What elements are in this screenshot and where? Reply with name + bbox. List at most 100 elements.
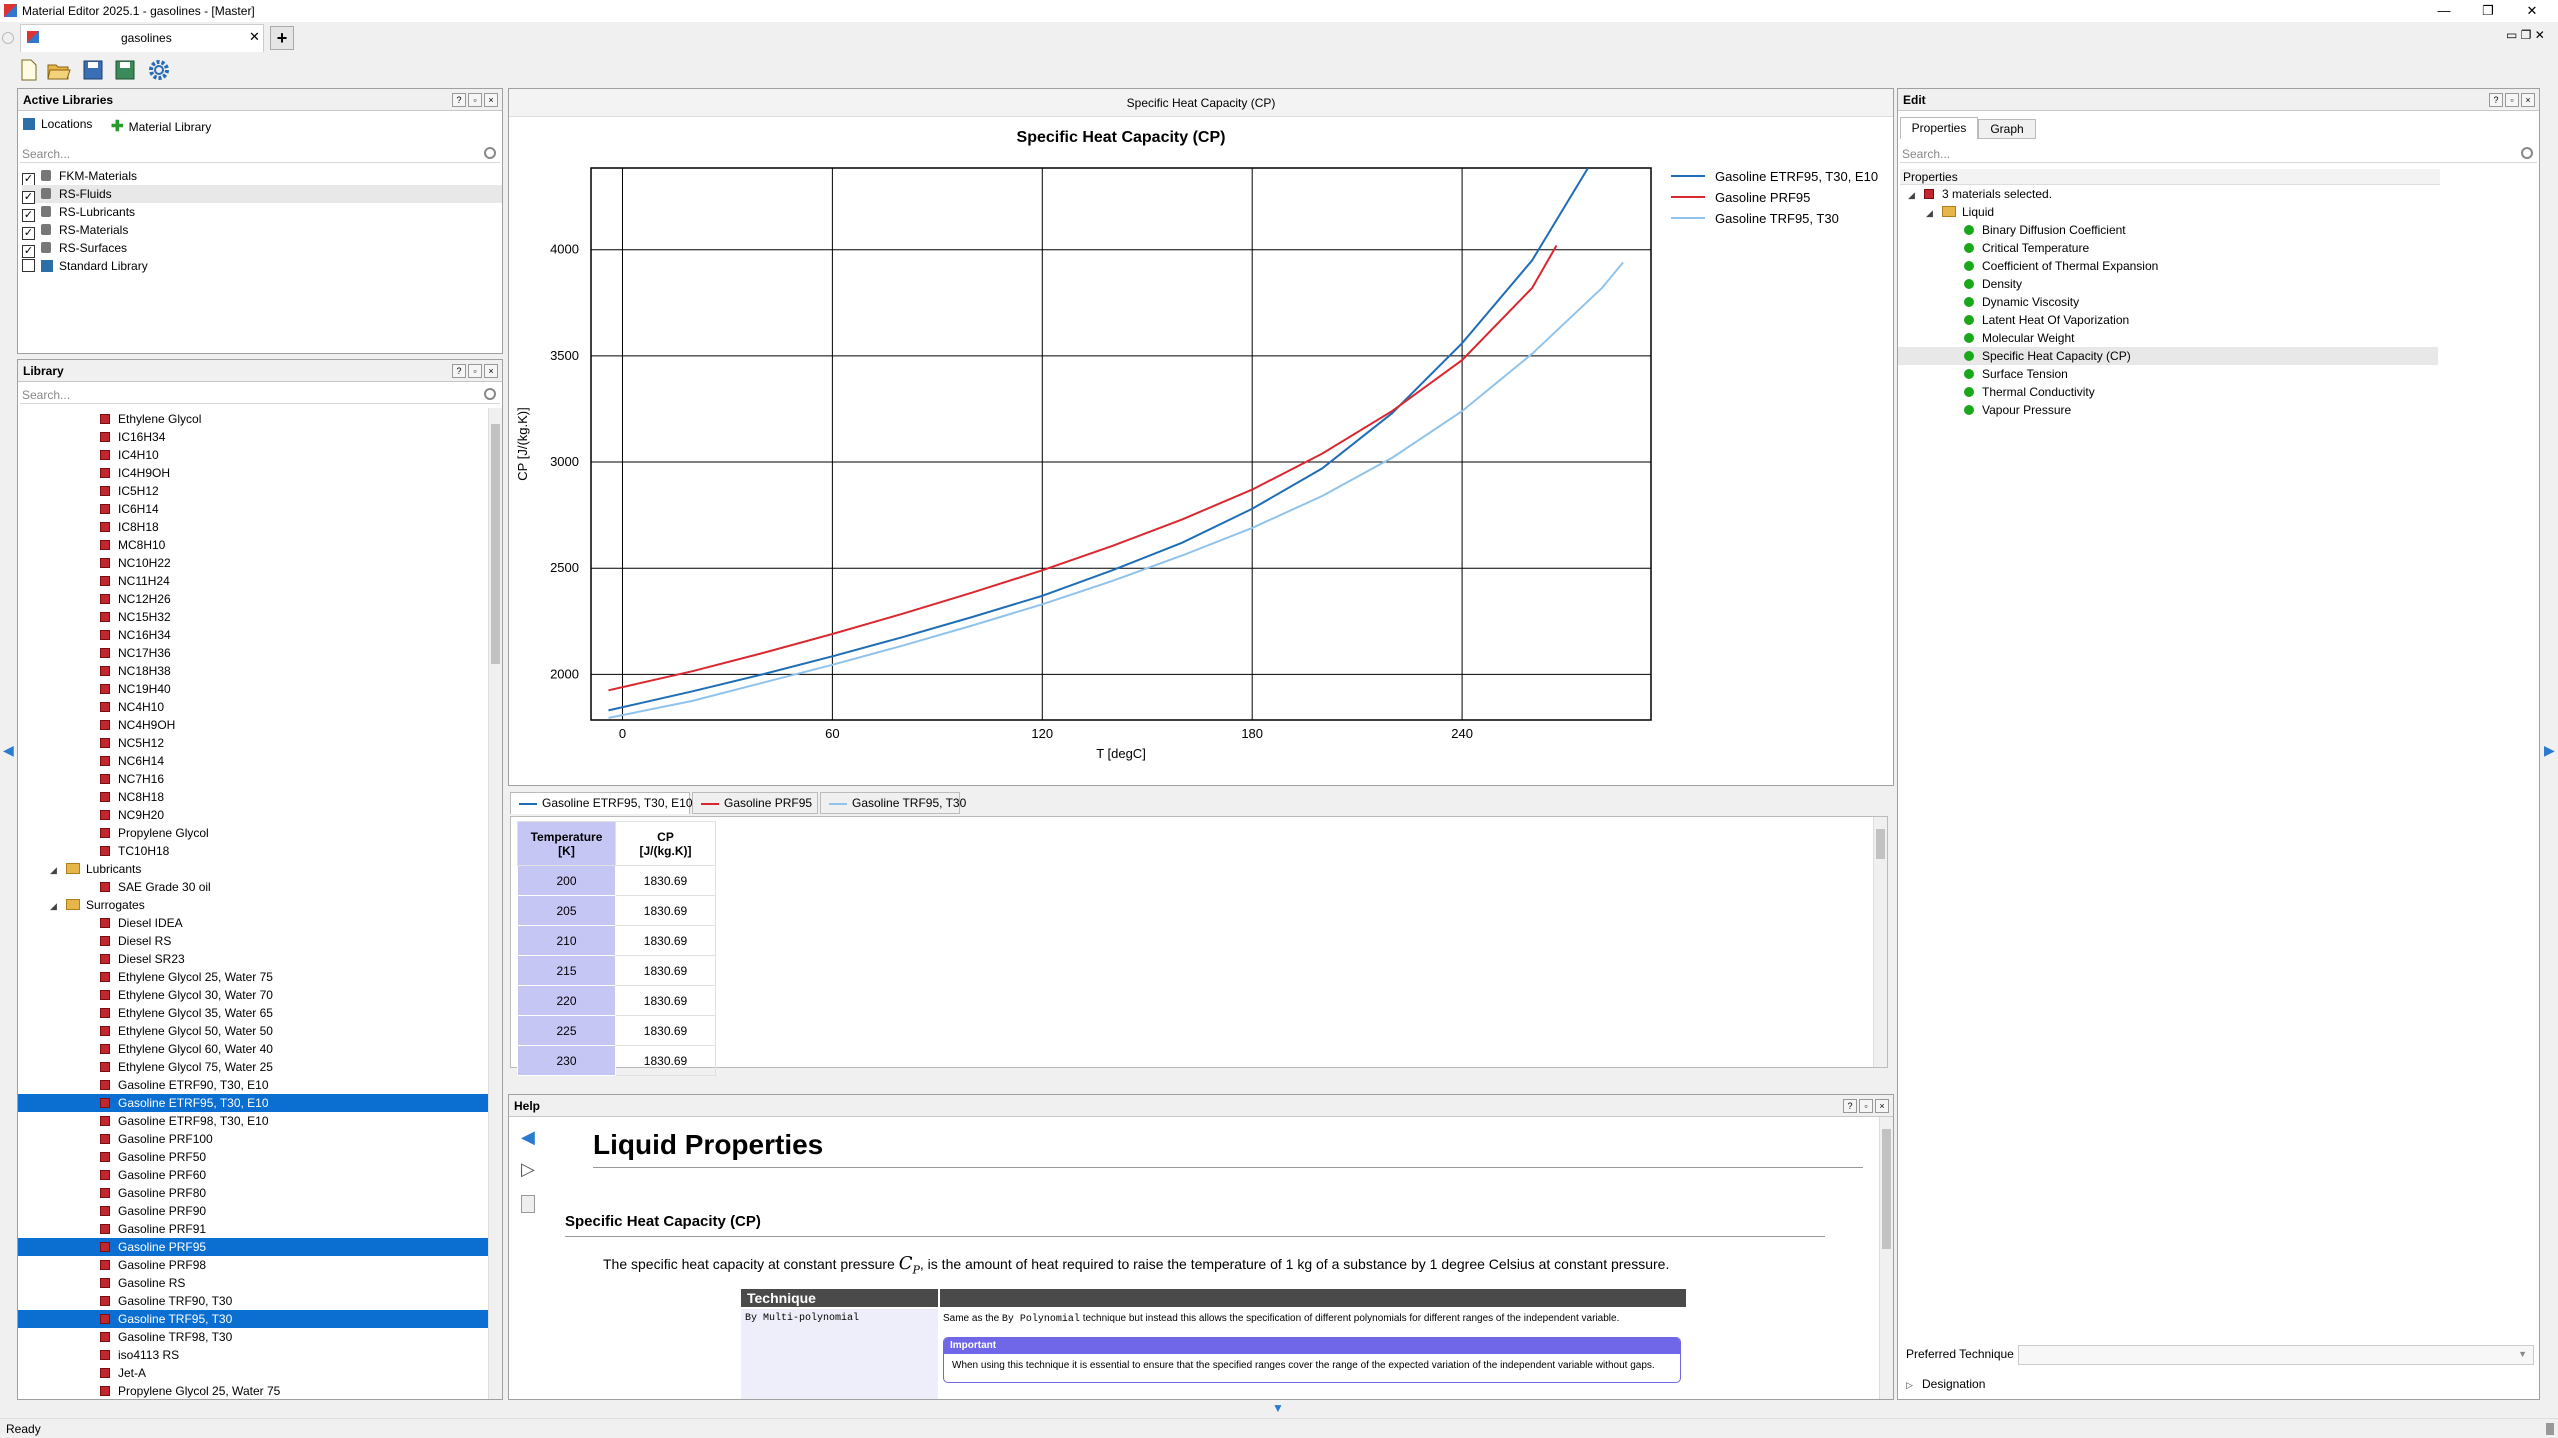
property-item[interactable]: Latent Heat Of Vaporization	[1898, 311, 2438, 329]
save-as-icon[interactable]	[112, 58, 138, 82]
library-item[interactable]: Gasoline PRF100	[18, 1130, 488, 1148]
property-item[interactable]: Critical Temperature	[1898, 239, 2438, 257]
library-item[interactable]: NC4H9OH	[18, 716, 488, 734]
library-checkbox[interactable]: ✓	[22, 227, 35, 240]
library-item[interactable]: NC12H26	[18, 590, 488, 608]
active-library-item[interactable]: ✓ RS-Materials	[22, 221, 502, 240]
library-item[interactable]: Gasoline ETRF95, T30, E10	[18, 1094, 488, 1112]
collapse-left-icon[interactable]: ◀	[3, 742, 14, 758]
table-row[interactable]: 205 1830.69	[517, 895, 716, 926]
close-icon[interactable]: ×	[2521, 93, 2535, 107]
temperature-cell[interactable]: 205	[517, 895, 616, 926]
library-item[interactable]: NC18H38	[18, 662, 488, 680]
minimize-button[interactable]: —	[2437, 3, 2451, 18]
library-item[interactable]: IC16H34	[18, 428, 488, 446]
temperature-cell[interactable]: 220	[517, 985, 616, 1016]
library-item[interactable]: Propylene Glycol	[18, 824, 488, 842]
collapse-icon[interactable]: ◢	[1908, 190, 1915, 200]
temperature-cell[interactable]: 200	[517, 865, 616, 896]
library-item[interactable]: NC4H10	[18, 698, 488, 716]
library-item[interactable]: Ethylene Glycol	[18, 410, 488, 428]
table-scrollbar[interactable]	[1873, 817, 1887, 1067]
close-icon[interactable]: ×	[484, 93, 498, 107]
series-line[interactable]	[608, 261, 1624, 719]
library-item[interactable]: NC8H18	[18, 788, 488, 806]
property-item[interactable]: Thermal Conductivity	[1898, 383, 2438, 401]
temperature-cell[interactable]: 230	[517, 1045, 616, 1076]
property-item[interactable]: Density	[1898, 275, 2438, 293]
window-controls-icon[interactable]: ▭ ❐ ✕	[2506, 28, 2545, 42]
help-icon[interactable]: ?	[452, 364, 466, 378]
active-library-item[interactable]: ✓ RS-Fluids	[22, 185, 502, 204]
library-item[interactable]: Ethylene Glycol 25, Water 75	[18, 968, 488, 986]
close-icon[interactable]: ×	[484, 364, 498, 378]
collapse-icon[interactable]: ◢	[50, 901, 57, 911]
library-item[interactable]: Diesel RS	[18, 932, 488, 950]
table-row[interactable]: 225 1830.69	[517, 1015, 716, 1046]
locations-button[interactable]: Locations	[23, 117, 92, 131]
library-checkbox[interactable]: ✓	[22, 245, 35, 258]
library-item[interactable]: NC10H22	[18, 554, 488, 572]
series-line[interactable]	[608, 168, 1589, 712]
document-tab[interactable]: gasolines ✕	[20, 24, 264, 52]
library-item[interactable]: Gasoline ETRF90, T30, E10	[18, 1076, 488, 1094]
cp-cell[interactable]: 1830.69	[615, 1015, 716, 1046]
library-item[interactable]: NC11H24	[18, 572, 488, 590]
library-item[interactable]: NC9H20	[18, 806, 488, 824]
data-tab[interactable]: Gasoline PRF95	[692, 792, 818, 814]
library-item[interactable]: Gasoline TRF98, T30	[18, 1328, 488, 1346]
library-item[interactable]: Gasoline PRF80	[18, 1184, 488, 1202]
library-item[interactable]: IC6H14	[18, 500, 488, 518]
float-icon[interactable]: ▫	[468, 364, 482, 378]
resize-grip-icon[interactable]	[2546, 1423, 2554, 1435]
library-checkbox[interactable]: ✓	[22, 191, 35, 204]
library-checkbox[interactable]: ✓	[22, 209, 35, 222]
cp-cell[interactable]: 1830.69	[615, 925, 716, 956]
library-item[interactable]: Ethylene Glycol 75, Water 25	[18, 1058, 488, 1076]
library-item[interactable]: NC17H36	[18, 644, 488, 662]
library-folder[interactable]: ◢ Surrogates	[18, 896, 488, 914]
library-item[interactable]: Gasoline PRF98	[18, 1256, 488, 1274]
property-item[interactable]: Surface Tension	[1898, 365, 2438, 383]
active-library-item[interactable]: ✓ FKM-Materials	[22, 167, 502, 186]
library-item[interactable]: Gasoline PRF95	[18, 1238, 488, 1256]
active-library-item[interactable]: ✓ RS-Lubricants	[22, 203, 502, 222]
cp-cell[interactable]: 1830.69	[615, 1045, 716, 1076]
new-tab-button[interactable]: +	[270, 26, 294, 50]
save-icon[interactable]	[80, 58, 106, 82]
library-item[interactable]: Gasoline TRF95, T30	[18, 1310, 488, 1328]
tab-properties[interactable]: Properties	[1900, 117, 1978, 139]
specific-heat-chart[interactable]: Specific Heat Capacity (CP) 0 60 120 180 240 2…	[511, 118, 1891, 783]
property-item[interactable]: Vapour Pressure	[1898, 401, 2438, 419]
library-item[interactable]: IC4H9OH	[18, 464, 488, 482]
close-button[interactable]: ✕	[2526, 3, 2538, 18]
library-item[interactable]: iso4113 RS	[18, 1346, 488, 1364]
library-item[interactable]: Gasoline PRF50	[18, 1148, 488, 1166]
library-item[interactable]: IC4H10	[18, 446, 488, 464]
table-row[interactable]: 200 1830.69	[517, 865, 716, 896]
library-item[interactable]: Diesel SR23	[18, 950, 488, 968]
property-item[interactable]: Specific Heat Capacity (CP)	[1898, 347, 2438, 365]
library-item[interactable]: NC16H34	[18, 626, 488, 644]
property-item[interactable]: Molecular Weight	[1898, 329, 2438, 347]
library-search-input[interactable]: Search...	[20, 386, 500, 404]
float-icon[interactable]: ▫	[468, 93, 482, 107]
home-icon[interactable]	[2, 32, 14, 44]
property-item[interactable]: Dynamic Viscosity	[1898, 293, 2438, 311]
library-item[interactable]: TC10H18	[18, 842, 488, 860]
collapse-icon[interactable]: ◢	[1926, 208, 1933, 218]
library-item[interactable]: Gasoline PRF90	[18, 1202, 488, 1220]
cp-cell[interactable]: 1830.69	[615, 955, 716, 986]
library-item[interactable]: NC7H16	[18, 770, 488, 788]
library-item[interactable]: SAE Grade 30 oil	[18, 878, 488, 896]
help-icon[interactable]: ?	[1843, 1099, 1857, 1113]
active-library-item[interactable]: ✓ RS-Surfaces	[22, 239, 502, 258]
preferred-technique-select[interactable]: ▼	[2018, 1345, 2534, 1365]
print-icon[interactable]	[521, 1195, 535, 1213]
series-line[interactable]	[608, 245, 1558, 692]
table-row[interactable]: 220 1830.69	[517, 985, 716, 1016]
restore-button[interactable]: ❐	[2482, 3, 2494, 18]
library-item[interactable]: Gasoline TRF90, T30	[18, 1292, 488, 1310]
cp-cell[interactable]: 1830.69	[615, 985, 716, 1016]
forward-arrow-icon[interactable]: ▷	[521, 1159, 535, 1179]
